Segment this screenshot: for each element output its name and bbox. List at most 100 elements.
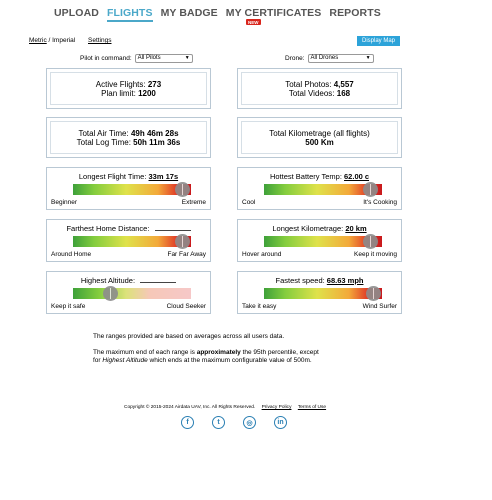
active-flights-card: Active Flights: 273 Plan limit: 1200 xyxy=(46,68,211,109)
ranges-note: The ranges provided are based on average… xyxy=(93,333,285,340)
gauge-bar xyxy=(73,182,191,197)
social-links: f t ◎ in xyxy=(181,416,287,429)
total-air-time: Total Air Time: 49h 46m 28s xyxy=(47,129,210,139)
total-photos-label: Total Photos: xyxy=(285,80,332,89)
total-videos-value: 168 xyxy=(336,89,351,98)
gauge-low-label: Around Home xyxy=(51,251,92,258)
log-time-value: 50h 11m 36s xyxy=(133,138,181,147)
gauge-indicator xyxy=(366,286,382,301)
gauge-low-label: Keep it safe xyxy=(51,303,86,310)
gauge-title: Farthest Home Distance: xyxy=(47,224,210,233)
settings-link[interactable]: Settings xyxy=(88,37,112,44)
pilot-label: Pilot in command: xyxy=(80,55,132,62)
gauge-title: Longest Kilometrage: 20 km xyxy=(238,224,401,233)
active-flights: Active Flights: 273 xyxy=(47,80,210,90)
gauge-low-label: Cool xyxy=(242,199,256,206)
gauge-value[interactable]: 68.63 mph xyxy=(326,276,364,285)
air-time-value: 49h 46m 28s xyxy=(130,129,179,138)
chevron-down-icon: ▼ xyxy=(365,55,371,61)
facebook-icon[interactable]: f xyxy=(181,416,194,429)
gauge-low-label: Beginner xyxy=(51,199,78,206)
gauge-low-label: Take it easy xyxy=(242,303,277,310)
footer: Copyright © 2015-2024 Airdata UAV, Inc. … xyxy=(124,405,326,410)
altitude-note-text: for xyxy=(93,357,103,364)
total-kilometrage-value: 500 Km xyxy=(305,138,334,147)
pilot-select[interactable]: All Pilots ▼ xyxy=(134,54,193,63)
gauge-bar xyxy=(264,286,382,301)
total-photos: Total Photos: 4,557 xyxy=(238,80,401,90)
gauge-title-label: Longest Flight Time: xyxy=(78,172,147,181)
nav-my-certificates[interactable]: MY CERTIFICATES xyxy=(225,7,322,19)
longest-flight-time-card: Longest Flight Time: 33m 17s Beginner Extr… xyxy=(46,167,211,210)
hottest-battery-temp-card: Hottest Battery Temp: 62.00 c Cool It's Co… xyxy=(237,167,402,210)
gauge-high-label: Far Far Away xyxy=(167,251,206,258)
gauge-title-label: Longest Kilometrage: xyxy=(272,224,344,233)
fastest-speed-card: Fastest speed: 68.63 mph Take it easy Wind… xyxy=(237,271,402,314)
gauge-high-label: Cloud Seeker xyxy=(166,303,206,310)
gauge-value[interactable]: 33m 17s xyxy=(148,172,179,181)
gauge-high-label: Keep it moving xyxy=(354,251,397,258)
drone-label: Drone: xyxy=(285,55,305,62)
photos-videos-card: Total Photos: 4,557 Total Videos: 168 xyxy=(237,68,402,109)
gauge-value-empty xyxy=(140,282,177,283)
gauge-low-label: Hover around xyxy=(242,251,282,258)
nav-flights[interactable]: FLIGHTS xyxy=(106,7,153,22)
gauge-value[interactable]: 62.00 c xyxy=(344,172,370,181)
max-range-note: The maximum end of each range is approxi… xyxy=(93,349,319,365)
farthest-home-distance-card: Farthest Home Distance: Around Home Far F… xyxy=(46,219,211,262)
chevron-down-icon: ▼ xyxy=(184,55,190,61)
nav-upload[interactable]: UPLOAD xyxy=(54,7,99,19)
twitter-icon[interactable]: t xyxy=(212,416,225,429)
gauge-bar xyxy=(264,234,382,249)
terms-of-use-link[interactable]: Terms of Use xyxy=(297,405,327,410)
gauge-title: Fastest speed: 68.63 mph xyxy=(238,276,401,285)
active-flights-label: Active Flights: xyxy=(95,80,146,89)
max-range-text: The maximum end of each range is xyxy=(93,349,197,356)
pilot-filter: Pilot in command: All Pilots ▼ xyxy=(80,54,193,63)
drone-select[interactable]: All Drones ▼ xyxy=(307,54,374,63)
gauge-bar xyxy=(264,182,382,197)
longest-kilometrage-card: Longest Kilometrage: 20 km Hover around Ke… xyxy=(237,219,402,262)
kilometrage-card: Total Kilometrage (all flights) 500 Km xyxy=(237,117,402,158)
drone-filter: Drone: All Drones ▼ xyxy=(285,54,374,63)
gauge-indicator xyxy=(175,234,191,249)
gauge-high-label: Wind Surfer xyxy=(362,303,397,310)
new-badge: NEW xyxy=(246,19,261,25)
gauge-indicator xyxy=(175,182,191,197)
total-videos-label: Total Videos: xyxy=(288,89,335,98)
log-time-label: Total Log Time: xyxy=(76,138,131,147)
card-frame xyxy=(50,72,207,105)
main-nav: UPLOAD FLIGHTS MY BADGE MY CERTIFICATES … xyxy=(54,7,389,22)
gauge-high-label: Extreme xyxy=(181,199,206,206)
display-map-button[interactable]: Display Map xyxy=(357,36,400,46)
gauge-indicator xyxy=(103,286,119,301)
total-log-time: Total Log Time: 50h 11m 36s xyxy=(47,138,210,148)
card-frame xyxy=(241,121,398,154)
gauge-value[interactable]: 20 km xyxy=(345,224,367,233)
card-frame xyxy=(241,72,398,105)
gauge-title-label: Highest Altitude: xyxy=(80,276,136,285)
altitude-note-emphasis: Highest Altitude xyxy=(102,357,148,364)
total-photos-value: 4,557 xyxy=(333,80,354,89)
gauge-title-label: Farthest Home Distance: xyxy=(66,224,150,233)
active-flights-value: 273 xyxy=(147,80,162,89)
drone-select-value: All Drones xyxy=(310,55,339,61)
privacy-policy-link[interactable]: Privacy Policy xyxy=(261,405,292,410)
pilot-select-value: All Pilots xyxy=(137,55,161,61)
gauge-high-label: It's Cooking xyxy=(363,199,397,206)
gauge-bar xyxy=(73,234,191,249)
nav-my-badge[interactable]: MY BADGE xyxy=(160,7,218,19)
linkedin-icon[interactable]: in xyxy=(274,416,287,429)
imperial-label[interactable]: Imperial xyxy=(52,37,76,44)
gauge-title: Hottest Battery Temp: 62.00 c xyxy=(238,172,401,181)
gauge-indicator xyxy=(362,182,378,197)
instagram-icon[interactable]: ◎ xyxy=(243,416,256,429)
nav-reports[interactable]: REPORTS xyxy=(329,7,381,19)
gauge-title-label: Hottest Battery Temp: xyxy=(269,172,342,181)
plan-limit-label: Plan limit: xyxy=(101,89,136,98)
air-time-card: Total Air Time: 49h 46m 28s Total Log Ti… xyxy=(46,117,211,158)
units-separator: / xyxy=(46,37,53,44)
total-videos: Total Videos: 168 xyxy=(238,89,401,99)
metric-link[interactable]: Metric xyxy=(29,37,47,44)
max-range-emphasis: approximately xyxy=(196,349,241,356)
